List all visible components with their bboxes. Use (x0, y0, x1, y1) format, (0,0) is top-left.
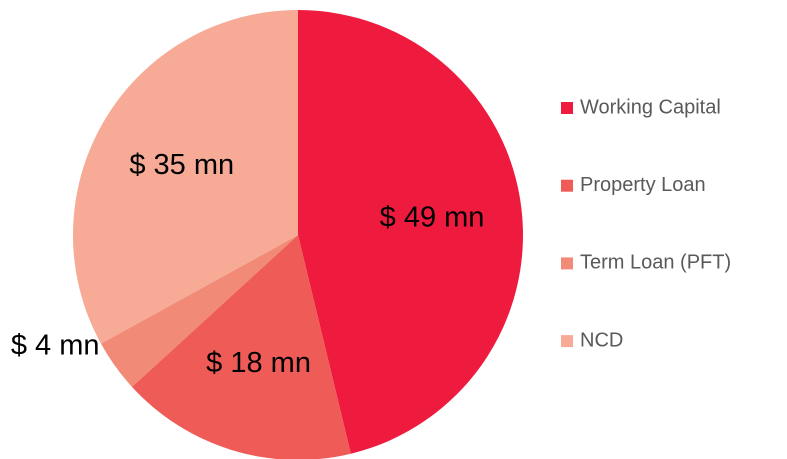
pie-slice (131, 235, 351, 459)
legend-swatch (561, 179, 573, 192)
legend-label: Working Capital (580, 96, 721, 118)
legend-swatch (561, 257, 573, 270)
data-label: $ 18 mn (206, 347, 311, 379)
pie-slice (298, 10, 524, 454)
legend-swatch (561, 335, 573, 348)
legend-swatch (561, 102, 573, 114)
data-label: $ 49 mn (380, 202, 485, 234)
data-label: $ 4 mn (11, 329, 100, 361)
data-label: $ 35 mn (129, 149, 234, 181)
pie-slice (73, 10, 298, 344)
legend-label: Property Loan (580, 174, 706, 196)
legend-label: Term Loan (PFT) (580, 252, 731, 274)
pie-slice (100, 235, 298, 387)
legend-label: NCD (580, 329, 623, 351)
